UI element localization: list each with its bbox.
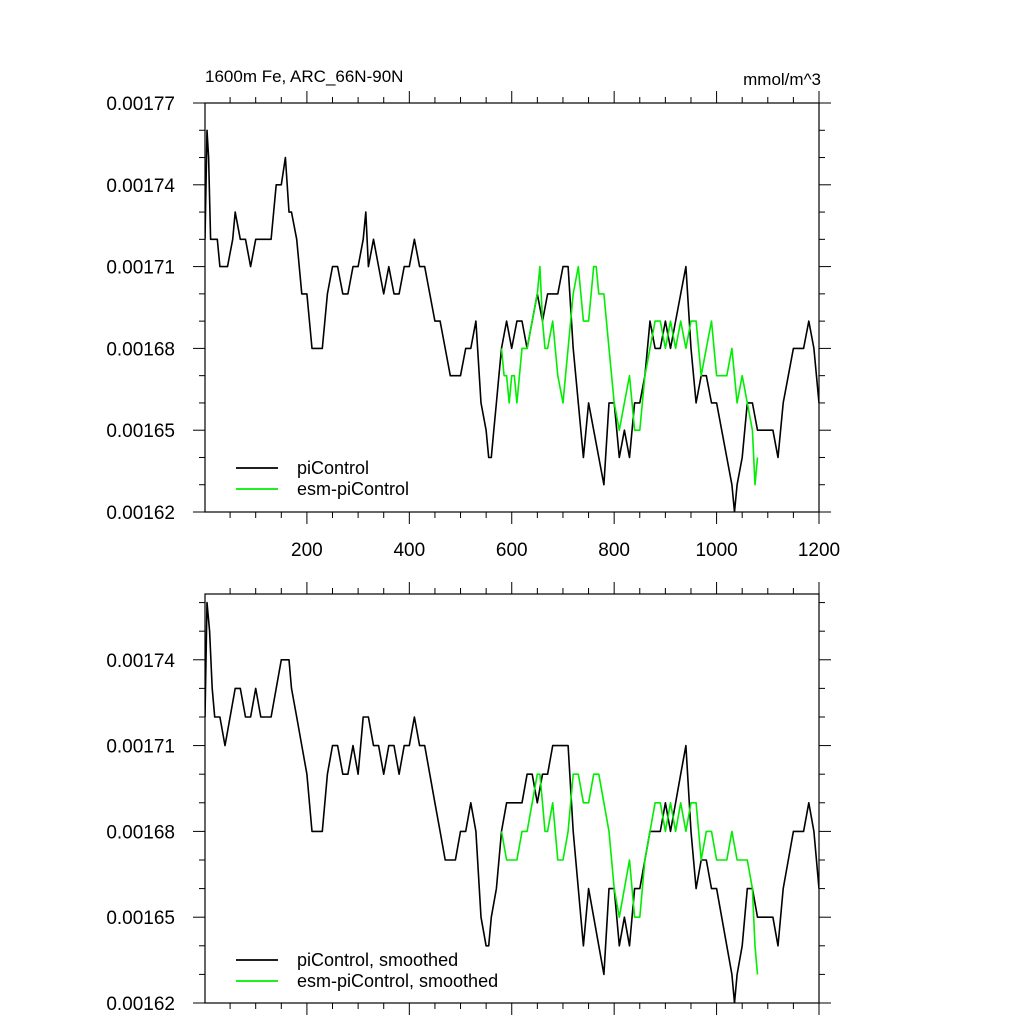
x-tick-label: 400 — [393, 540, 425, 561]
plot-frame — [204, 593, 820, 1004]
x-tick-label: 800 — [598, 540, 630, 561]
series-line-picontrol — [205, 129, 819, 512]
x-tick-label: 1000 — [695, 540, 737, 561]
legend-label: piControl — [297, 458, 369, 478]
y-tick-label: 0.00177 — [106, 94, 175, 115]
y-tick-label: 0.00165 — [106, 421, 175, 442]
y-tick-label: 0.00162 — [106, 503, 175, 524]
plot-frame — [204, 102, 820, 513]
x-tick-label: 1200 — [798, 540, 840, 561]
y-tick-label: 0.00162 — [106, 994, 175, 1015]
x-tick-label: 200 — [291, 540, 323, 561]
y-tick-label: 0.00165 — [106, 908, 175, 929]
chart-units: mmol/m^3 — [743, 70, 821, 89]
y-tick-label: 0.00171 — [106, 737, 175, 758]
y-tick-label: 0.00171 — [106, 258, 175, 279]
x-tick-label: 600 — [496, 540, 528, 561]
y-tick-label: 0.00174 — [106, 651, 175, 672]
y-tick-label: 0.00174 — [106, 176, 175, 197]
y-tick-label: 0.00168 — [106, 822, 175, 843]
legend-label: esm-piControl — [297, 479, 409, 499]
series-line-picontrol — [205, 601, 819, 1003]
series-line-esm-picontrol — [500, 265, 759, 486]
legend-label: esm-piControl, smoothed — [297, 971, 498, 991]
series-line-esm-picontrol — [500, 773, 759, 975]
y-tick-label: 0.00168 — [106, 339, 175, 360]
chart-title: 1600m Fe, ARC_66N-90N — [205, 67, 403, 86]
legend-label: piControl, smoothed — [297, 950, 458, 970]
top-panel: 1600m Fe, ARC_66N-90N mmol/m^3 200 400 600 80… — [106, 67, 840, 561]
bottom-panel: 0.00162 0.00165 0.00168 0.00171 0.00174 piCon… — [106, 582, 831, 1015]
